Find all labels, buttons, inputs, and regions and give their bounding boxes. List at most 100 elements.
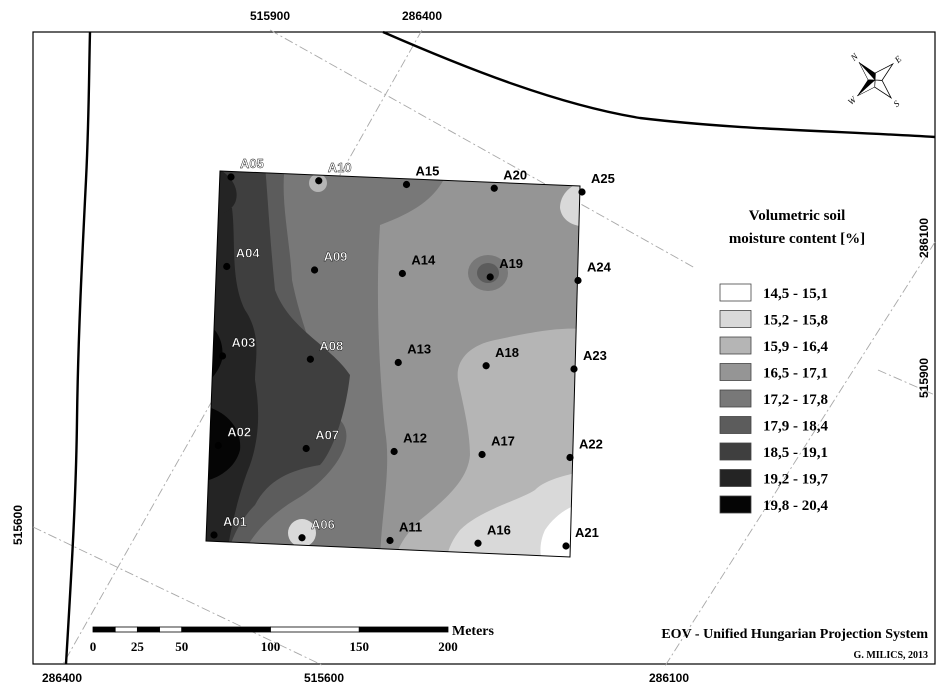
scale-tick-label: 25: [131, 639, 145, 654]
sample-point-a18: A18: [482, 345, 519, 370]
sample-point-a01: A01: [210, 514, 247, 539]
point-marker: [474, 539, 482, 547]
legend-item: 17,9 - 18,4: [719, 416, 828, 435]
legend-item: 14,5 - 15,1: [719, 283, 828, 302]
point-marker: [227, 173, 235, 181]
coord-right-1: 286100: [917, 218, 931, 258]
sample-point-a06: A06: [298, 517, 335, 542]
sample-point-a21: A21: [562, 525, 599, 550]
sample-point-a24: A24: [574, 260, 612, 285]
grid-line-515900: [269, 29, 696, 269]
credit-label: G. MILICS, 2013: [854, 650, 928, 661]
point-marker: [306, 355, 314, 363]
point-marker: [402, 180, 411, 189]
legend-item: 19,2 - 19,7: [719, 469, 828, 488]
scale-segment: [270, 626, 360, 633]
point-label: A09: [324, 249, 348, 264]
sample-point-a02: A02: [214, 424, 251, 450]
point-marker: [210, 531, 218, 539]
point-marker: [566, 453, 574, 462]
point-label: A16: [487, 522, 511, 537]
projection-label: EOV - Unified Hungarian Projection Syste…: [661, 627, 928, 642]
scale-unit-label: Meters: [452, 624, 495, 639]
road-north: [382, 30, 936, 139]
legend-swatch: [719, 442, 752, 461]
sample-point-a25: A25: [578, 171, 615, 196]
legend-swatch: [719, 310, 752, 328]
sample-point-a09: A09: [310, 249, 348, 274]
legend-label: 17,2 - 17,8: [763, 392, 828, 408]
point-label: A04: [236, 246, 261, 261]
sample-point-a08: A08: [306, 338, 343, 363]
legend-item: 19,8 - 20,4: [719, 495, 828, 514]
point-marker: [578, 188, 586, 196]
legend-title-line2: moisture content [%]: [729, 231, 865, 247]
scale-tick-label: 100: [261, 639, 281, 654]
coordinate-labels: 515900 286400 286400 515600 286100 51560…: [11, 9, 931, 685]
sample-point-a17: A17: [478, 434, 515, 459]
scale-tick-label: 0: [90, 639, 97, 654]
scale-tick-label: 50: [175, 639, 188, 654]
legend-item: 15,2 - 15,8: [719, 310, 828, 329]
point-label: A14: [411, 253, 436, 268]
legend-label: 15,9 - 16,4: [763, 339, 828, 355]
legend-item: 18,5 - 19,1: [719, 442, 828, 461]
point-label: A11: [399, 520, 422, 535]
scale-segment: [92, 626, 116, 633]
point-label: A25: [591, 171, 615, 186]
legend-label: 17,9 - 18,4: [763, 419, 828, 435]
point-label: A03: [232, 335, 256, 350]
scale-segment: [358, 626, 449, 633]
point-marker: [298, 534, 306, 542]
legend-swatch: [719, 389, 752, 408]
point-label: A13: [407, 342, 431, 357]
legend-item: 16,5 - 17,1: [719, 363, 828, 382]
coord-bottom-1: 286400: [42, 671, 82, 685]
point-marker: [482, 362, 490, 370]
point-label: A21: [575, 525, 599, 540]
moisture-field: [205, 170, 581, 558]
point-marker: [398, 269, 406, 278]
legend-swatch: [719, 283, 752, 302]
point-label: A05: [240, 156, 264, 171]
legend-items: 14,5 - 15,1 15,2 - 15,8 15,9 - 16,4 16,5 - …: [719, 283, 828, 514]
point-marker: [223, 262, 231, 271]
point-marker: [478, 450, 486, 459]
sample-point-a13: A13: [394, 342, 431, 367]
point-label: A15: [416, 164, 440, 179]
point-marker: [486, 273, 494, 281]
sample-point-a05: A05: [227, 156, 264, 181]
legend-label: 16,5 - 17,1: [763, 366, 828, 382]
legend-swatch: [719, 336, 752, 355]
point-marker: [570, 365, 578, 373]
point-marker: [315, 177, 323, 185]
point-marker: [390, 447, 398, 456]
legend-swatch: [719, 363, 752, 381]
point-label: A12: [403, 431, 427, 446]
legend-title-line1: Volumetric soil: [749, 208, 846, 224]
roads: [64, 30, 936, 665]
sample-point-a15: A15: [402, 164, 440, 189]
legend-label: 19,8 - 20,4: [763, 498, 828, 514]
legend-label: 18,5 - 19,1: [763, 445, 828, 461]
point-label: A22: [579, 437, 603, 452]
point-marker: [214, 441, 222, 450]
grid-line-286100: [664, 241, 936, 667]
point-label: A08: [319, 338, 343, 353]
south-letter: S: [891, 98, 901, 109]
point-label: A01: [223, 514, 247, 529]
coord-top-1: 515900: [250, 9, 290, 23]
east-letter: E: [892, 53, 904, 65]
point-label: A17: [491, 434, 515, 449]
sample-point-a04: A04: [223, 245, 261, 271]
legend-swatch: [719, 416, 752, 434]
point-marker: [218, 352, 227, 360]
legend-swatch: [719, 495, 752, 514]
scale-tick-label: 150: [350, 639, 370, 654]
sample-point-a23: A23: [570, 348, 607, 373]
sample-points: A01 A02 A03 A04 A05 A06 A07 A08 A09 A10 A11 A12 A13 A…: [210, 156, 615, 550]
coord-top-2: 286400: [402, 9, 442, 23]
point-marker: [490, 184, 498, 192]
point-marker: [562, 542, 570, 550]
